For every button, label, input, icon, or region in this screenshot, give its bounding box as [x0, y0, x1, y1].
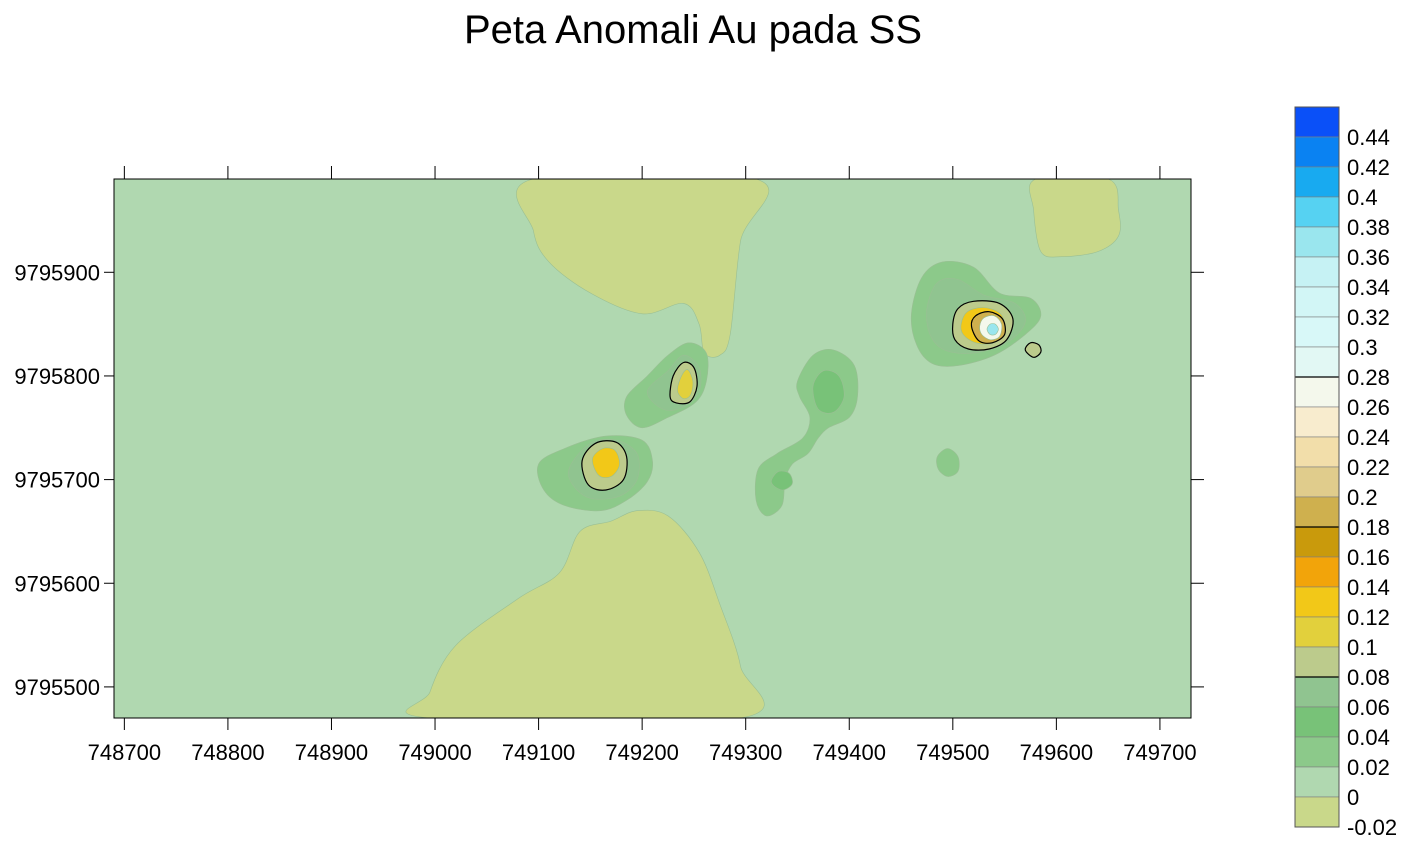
legend-swatch	[1294, 496, 1340, 528]
legend-swatch	[1294, 646, 1340, 678]
legend-swatch	[1294, 226, 1340, 258]
legend-swatch	[1294, 616, 1340, 648]
legend-swatch	[1294, 706, 1340, 738]
legend-swatch	[1294, 136, 1340, 168]
legend-swatch	[1294, 256, 1340, 288]
legend-swatch	[1294, 466, 1340, 498]
legend-swatch	[1294, 556, 1340, 588]
legend-swatch	[1294, 106, 1340, 138]
legend-label: -0.02	[1347, 815, 1397, 840]
negative-zone-north	[516, 179, 770, 358]
legend-label: 0.32	[1347, 305, 1390, 330]
legend-swatch	[1294, 406, 1340, 438]
legend-label: 0.42	[1347, 155, 1390, 180]
anomaly-c-peak	[677, 369, 694, 400]
legend-label: 0.1	[1347, 635, 1378, 660]
anomaly-se-peak	[592, 447, 620, 479]
anomaly-ne-speck	[1024, 341, 1042, 358]
x-tick-label: 749000	[398, 740, 471, 765]
x-tick-label: 749600	[1020, 740, 1093, 765]
legend-swatch	[1294, 766, 1340, 798]
legend-frame	[1294, 106, 1340, 828]
legend-label: 0.3	[1347, 335, 1378, 360]
x-tick-label: 749300	[709, 740, 782, 765]
y-tick-label: 9795700	[14, 468, 100, 493]
anomaly-e-small	[936, 448, 960, 477]
legend-label: 0.02	[1347, 755, 1390, 780]
legend-label: 0.22	[1347, 455, 1390, 480]
legend-swatch	[1294, 676, 1340, 708]
legend-label: 0.34	[1347, 275, 1390, 300]
legend-label: 0.38	[1347, 215, 1390, 240]
anomaly-ne-peak	[986, 323, 999, 336]
legend-swatch	[1294, 376, 1340, 408]
chart-title: Peta Anomali Au pada SS	[463, 8, 923, 52]
legend-swatch	[1294, 586, 1340, 618]
legend-label: 0.18	[1347, 515, 1390, 540]
legend-label: 0.26	[1347, 395, 1390, 420]
legend-swatch	[1294, 316, 1340, 348]
x-tick-label: 748800	[191, 740, 264, 765]
legend-swatch	[1294, 166, 1340, 198]
legend-swatch	[1294, 736, 1340, 768]
x-tick-label: 749700	[1123, 740, 1196, 765]
y-tick-label: 9795800	[14, 364, 100, 389]
legend-label: 0.04	[1347, 725, 1390, 750]
legend-swatch	[1294, 286, 1340, 318]
negative-zone-south	[405, 509, 765, 718]
x-tick-label: 749500	[916, 740, 989, 765]
legend-label: 0	[1347, 785, 1359, 810]
negative-zone-northeast	[1029, 179, 1121, 258]
x-tick-label: 749100	[502, 740, 575, 765]
legend-label: 0.44	[1347, 125, 1390, 150]
legend-label: 0.06	[1347, 695, 1390, 720]
legend-swatch	[1294, 436, 1340, 468]
legend-label: 0.16	[1347, 545, 1390, 570]
legend-label: 0.14	[1347, 575, 1390, 600]
x-tick-label: 749200	[605, 740, 678, 765]
legend-swatch	[1294, 796, 1340, 828]
plot-frame	[113, 178, 1192, 719]
legend-label: 0.4	[1347, 185, 1378, 210]
y-tick-label: 9795900	[14, 260, 100, 285]
anomaly-e-inner	[812, 369, 845, 414]
x-tick-label: 748900	[295, 740, 368, 765]
legend-swatch	[1294, 526, 1340, 558]
anomaly-e-dot	[770, 470, 793, 491]
legend-label: 0.36	[1347, 245, 1390, 270]
legend-swatch	[1294, 196, 1340, 228]
legend-label: 0.12	[1347, 605, 1390, 630]
legend-label: 0.24	[1347, 425, 1390, 450]
legend-label: 0.08	[1347, 665, 1390, 690]
x-tick-label: 749400	[813, 740, 886, 765]
legend-label: 0.28	[1347, 365, 1390, 390]
y-tick-label: 9795600	[14, 571, 100, 596]
legend-label: 0.2	[1347, 485, 1378, 510]
legend-swatch	[1294, 346, 1340, 378]
y-tick-label: 9795500	[14, 675, 100, 700]
x-tick-label: 748700	[88, 740, 161, 765]
